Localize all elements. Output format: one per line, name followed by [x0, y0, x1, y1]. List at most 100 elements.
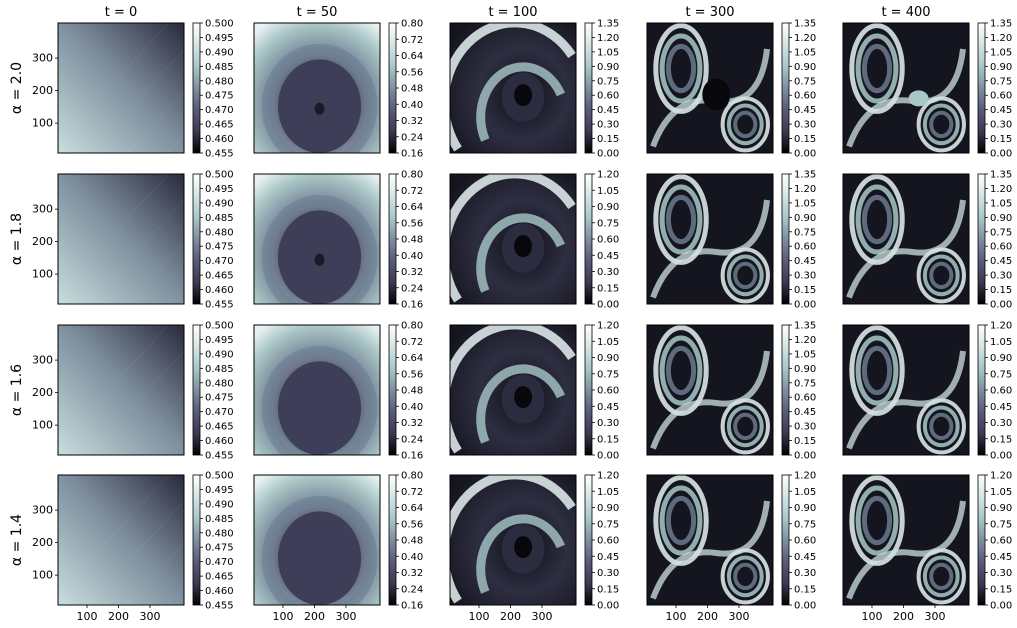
panel-grid: t = 0 t = 50 t = 100 t = 300 t = 400 α = 2.0 α…	[9, 5, 1012, 623]
colorbar-tick-label: 0.45	[794, 256, 816, 267]
colorbar-tick-label: 0.495	[205, 335, 234, 346]
colorbar-tick-label: 0.500	[205, 19, 234, 30]
colorbar-tick-label: 0.64	[401, 202, 423, 213]
contour-line	[166, 436, 184, 455]
subplot: 1.20 1.05 0.90 0.75 0.60 0.45 0.30 0.15 0.00	[449, 321, 619, 462]
subplot: 0.500 0.495 0.490 0.485 0.480 0.475 0.470 0.465…	[32, 471, 234, 624]
column-title: t = 50	[297, 5, 338, 20]
colorbar-tick-label: 0.40	[401, 100, 423, 111]
y-tick-label: 200	[32, 386, 53, 399]
colorbar-tick-label: 0.75	[990, 76, 1012, 87]
colorbar-tick-label: 0.475	[205, 393, 234, 404]
x-tick-label: 200	[304, 610, 325, 623]
subplot: 1.20 1.05 0.90 0.75 0.60 0.45 0.30 0.15 0.00 100 2…	[842, 471, 1012, 623]
colorbar-tick-label: 0.45	[990, 256, 1012, 267]
colorbar-tick-label: 1.20	[990, 184, 1012, 195]
contour-band	[450, 174, 576, 303]
colorbar	[782, 325, 789, 455]
plot-area	[647, 23, 773, 153]
contour-line	[58, 23, 170, 143]
column-title: t = 300	[685, 5, 734, 20]
contour-center	[314, 102, 325, 115]
spiral-ring	[665, 495, 697, 546]
colorbar-tick-label: 0.15	[794, 285, 816, 296]
colorbar-tick-label: 0.500	[205, 321, 234, 332]
plot-area	[843, 23, 969, 153]
subplot: 0.80 0.72 0.64 0.56 0.48 0.40 0.32 0.24 0.16	[253, 321, 423, 462]
colorbar-tick-label: 0.60	[794, 393, 816, 404]
colorbar	[193, 475, 200, 605]
plot-area	[450, 23, 576, 153]
colorbar-tick-label: 0.75	[990, 227, 1012, 238]
colorbar-tick-label: 1.05	[794, 47, 816, 58]
colorbar-tick-label: 1.05	[990, 487, 1012, 498]
colorbar	[585, 174, 592, 304]
colorbar-tick-label: 0.475	[205, 91, 234, 102]
spiral-ring	[922, 405, 960, 448]
colorbar-tick-label: 1.35	[794, 321, 816, 332]
colorbar-tick-label: 0.90	[794, 503, 816, 514]
y-tick-label: 200	[32, 536, 53, 549]
x-tick-label: 200	[893, 610, 914, 623]
plot-area	[58, 23, 184, 153]
colorbar-tick-label: 0.75	[794, 76, 816, 87]
contour-center	[514, 235, 533, 258]
spiral-ring	[659, 184, 703, 255]
colorbar-tick-label: 0.60	[990, 91, 1012, 102]
colorbar-tick-label: 1.05	[990, 47, 1012, 58]
colorbar-tick-label: 0.00	[794, 451, 816, 462]
y-tick-label: 300	[32, 52, 53, 65]
spiral-ring	[861, 345, 893, 396]
plot-frame	[842, 474, 970, 606]
plot-frame	[253, 173, 381, 305]
x-tick-label: 200	[108, 610, 129, 623]
plot-frame	[253, 22, 381, 154]
colorbar-frame	[781, 173, 790, 305]
colorbar-tick-label: 1.05	[597, 47, 619, 58]
subplot: 0.500 0.495 0.490 0.485 0.480 0.475 0.470 0.465…	[32, 321, 234, 462]
colorbar-tick-label: 1.20	[597, 33, 619, 44]
colorbar-tick-label: 0.470	[205, 407, 234, 418]
colorbar-tick-label: 0.30	[794, 120, 816, 131]
plot-frame	[449, 173, 577, 305]
spiral-ring	[659, 335, 703, 406]
colorbar	[782, 23, 789, 153]
contour-line	[58, 475, 170, 595]
subplot: 1.20 1.05 0.90 0.75 0.60 0.45 0.30 0.15 0.00	[449, 170, 619, 311]
colorbar-tick-label: 0.00	[990, 451, 1012, 462]
contour-fill	[58, 174, 184, 304]
spiral-ring	[733, 412, 758, 441]
x-tick-label: 100	[272, 610, 293, 623]
colorbar-tick-label: 0.00	[794, 149, 816, 160]
colorbar	[389, 325, 396, 455]
colorbar-tick-label: 0.24	[401, 584, 423, 595]
plot-area	[843, 325, 969, 455]
colorbar-tick-label: 0.60	[597, 386, 619, 397]
x-tick-label: 300	[924, 610, 945, 623]
colorbar-tick-label: 0.80	[401, 19, 423, 30]
colorbar	[585, 475, 592, 605]
colorbar-tick-label: 0.60	[990, 536, 1012, 547]
y-tick-label: 100	[32, 117, 53, 130]
colorbar-tick-label: 0.90	[990, 353, 1012, 364]
plot-frame	[253, 324, 381, 456]
colorbar-frame	[192, 324, 201, 456]
colorbar-tick-label: 0.16	[401, 300, 423, 311]
contour-center	[314, 253, 325, 266]
colorbar-tick-label: 0.460	[205, 586, 234, 597]
contour-line	[166, 586, 184, 605]
colorbar-tick-label: 1.20	[990, 471, 1012, 482]
spiral-ring	[861, 43, 893, 94]
subplot: 0.500 0.495 0.490 0.485 0.480 0.475 0.470 0.465…	[32, 19, 234, 160]
colorbar-tick-label: 0.465	[205, 271, 234, 282]
colorbar-frame	[781, 22, 790, 154]
contour-band	[650, 350, 770, 450]
spiral-ring	[855, 335, 899, 406]
colorbar-tick-label: 0.64	[401, 51, 423, 62]
colorbar-tick-label: 0.48	[401, 386, 423, 397]
contour-center	[514, 536, 533, 559]
colorbar-tick-label: 1.20	[794, 335, 816, 346]
colorbar-tick-label: 0.45	[990, 402, 1012, 413]
colorbar-tick-label: 0.45	[794, 407, 816, 418]
colorbar-tick-label: 0.490	[205, 47, 234, 58]
